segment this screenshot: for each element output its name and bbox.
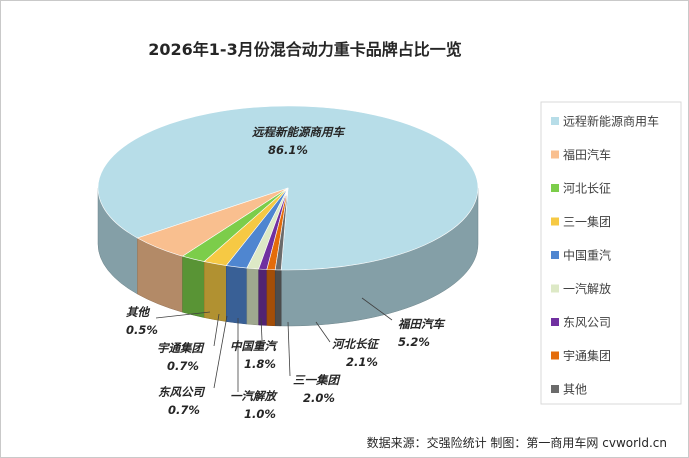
legend-entry: 一汽解放 bbox=[563, 281, 611, 296]
leader-line-中国重汽 bbox=[260, 317, 263, 341]
pie-side-中国重汽 bbox=[226, 265, 248, 325]
data-label-value: 0.5% bbox=[126, 323, 158, 337]
pie-side-河北长征 bbox=[182, 255, 205, 318]
data-label-name: 一汽解放 bbox=[230, 389, 278, 403]
leader-line-宇通集团 bbox=[213, 313, 220, 347]
legend-swatch-其他 bbox=[551, 385, 559, 393]
data-label-name: 远程新能源商用车 bbox=[252, 125, 345, 139]
data-label-value: 1.0% bbox=[244, 407, 276, 421]
legend-swatch-三一集团 bbox=[551, 217, 559, 226]
data-label-value: 2.1% bbox=[346, 355, 378, 369]
legend-swatch-一汽解放 bbox=[551, 284, 559, 293]
legend-entry: 福田汽车 bbox=[563, 147, 611, 162]
pie-side-宇通集团 bbox=[266, 269, 276, 327]
data-label-name: 其他 bbox=[126, 305, 150, 319]
leader-lines bbox=[155, 297, 393, 392]
pie-side-walls bbox=[97, 187, 479, 327]
data-label-name: 河北长征 bbox=[332, 337, 380, 351]
leader-line-东风公司 bbox=[213, 315, 228, 389]
data-label-name: 中国重汽 bbox=[230, 339, 278, 353]
legend-entry: 三一集团 bbox=[563, 214, 611, 229]
legend-swatch-中国重汽 bbox=[551, 251, 559, 259]
data-label-name: 三一集团 bbox=[293, 373, 341, 387]
data-label-value: 2.0% bbox=[303, 391, 335, 405]
data-label-name: 宇通集团 bbox=[157, 341, 205, 355]
data-label-value: 0.7% bbox=[168, 403, 200, 417]
pie-side-其他 bbox=[274, 269, 282, 327]
chart-title: 2026年1-3月份混合动力重卡品牌占比一览 bbox=[148, 40, 461, 59]
leader-line-福田汽车 bbox=[361, 297, 393, 321]
legend-entry: 中国重汽 bbox=[563, 248, 611, 263]
legend-entry: 河北长征 bbox=[563, 182, 611, 196]
legend-swatch-河北长征 bbox=[551, 184, 559, 192]
leader-line-河北长征 bbox=[315, 321, 331, 343]
pie-top-faces bbox=[97, 105, 479, 271]
pie-side-一汽解放 bbox=[246, 267, 259, 326]
legend-swatch-福田汽车 bbox=[551, 150, 559, 159]
data-labels: 远程新能源商用车 86.1% 福田汽车 5.2% 河北长征 2.1% 三一集团 2.0% 中国重… bbox=[126, 125, 445, 421]
data-label-name: 福田汽车 bbox=[398, 317, 445, 331]
legend-entry: 远程新能源商用车 bbox=[563, 114, 659, 129]
legend-box bbox=[540, 101, 682, 405]
legend-entry: 宇通集团 bbox=[563, 348, 611, 363]
leader-line-三一集团 bbox=[287, 321, 291, 377]
data-label-name: 东风公司 bbox=[158, 385, 205, 399]
legend-swatch-远程新能源商用车 bbox=[551, 117, 559, 125]
legend-entry: 其他 bbox=[563, 383, 587, 397]
pie-side-东风公司 bbox=[258, 268, 268, 326]
data-label-value: 0.7% bbox=[167, 359, 199, 373]
legend-swatch-宇通集团 bbox=[551, 351, 559, 360]
data-label-value: 5.2% bbox=[398, 335, 430, 349]
legend-swatch-东风公司 bbox=[551, 318, 559, 326]
leader-line-其他 bbox=[155, 311, 211, 319]
pie-slice-其他 bbox=[274, 187, 289, 271]
data-label-value: 86.1% bbox=[268, 143, 308, 157]
data-label-value: 1.8% bbox=[244, 357, 276, 371]
legend-entry: 东风公司 bbox=[563, 316, 611, 330]
source-note: 数据来源：交强险统计 制图：第一商用车网 cvworld.cn bbox=[367, 435, 667, 450]
